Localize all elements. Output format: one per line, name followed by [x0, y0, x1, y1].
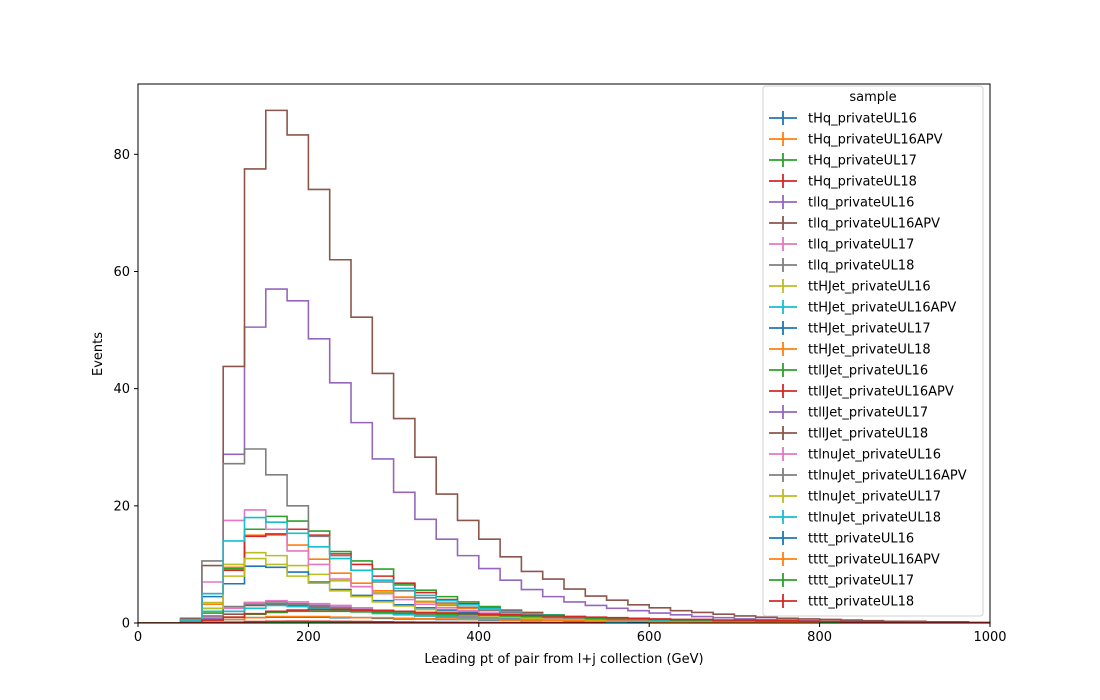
legend-label: ttHJet_privateUL16: [808, 280, 931, 295]
legend-item: tttt_privateUL17: [769, 573, 914, 589]
y-tick-label: 20: [113, 499, 130, 514]
legend-item: ttHJet_privateUL18: [769, 342, 931, 358]
y-axis-label: Events: [91, 332, 106, 376]
x-tick-label: 400: [466, 630, 491, 645]
legend-label: tHq_privateUL17: [808, 154, 917, 169]
legend-item: tttt_privateUL16: [769, 531, 914, 547]
legend-label: ttllJet_privateUL16: [808, 364, 928, 379]
legend-label: tllq_privateUL16APV: [808, 217, 940, 232]
legend-label: tllq_privateUL16: [808, 196, 914, 211]
legend-label: ttHJet_privateUL17: [808, 322, 931, 337]
series-line-ttllJet_privateUL18: [138, 109, 990, 623]
legend-item: tllq_privateUL16: [769, 195, 914, 211]
x-axis-label: Leading pt of pair from l+j collection (…: [424, 652, 703, 667]
legend-item: tllq_privateUL18: [769, 258, 914, 274]
y-tick-label: 60: [113, 265, 130, 280]
legend-item: ttHJet_privateUL16APV: [769, 300, 956, 316]
legend-item: tHq_privateUL16APV: [769, 132, 943, 148]
series-line-tttt_privateUL18: [138, 608, 990, 623]
legend-item: tttt_privateUL18: [769, 594, 914, 610]
legend-item: ttllJet_privateUL16APV: [769, 384, 954, 400]
legend-box: [762, 85, 984, 617]
legend-label: tttt_privateUL16: [808, 532, 914, 547]
legend-item: ttllJet_privateUL18: [769, 426, 928, 442]
legend-item: ttlnuJet_privateUL18: [769, 510, 941, 526]
x-tick-label: 800: [807, 630, 832, 645]
legend-item: tHq_privateUL16: [769, 111, 917, 127]
legend-label: tttt_privateUL18: [808, 595, 914, 610]
legend-item: ttHJet_privateUL16: [769, 279, 931, 295]
legend-items: tHq_privateUL16 tHq_privateUL16APV tHq_pri…: [769, 111, 967, 610]
legend-item: ttHJet_privateUL17: [769, 321, 931, 337]
legend-label: ttllJet_privateUL17: [808, 406, 928, 421]
legend-item: ttlnuJet_privateUL16APV: [769, 468, 967, 484]
legend-label: ttlnuJet_privateUL16APV: [808, 469, 967, 484]
legend-item: ttllJet_privateUL16: [769, 363, 928, 379]
legend-title: sample: [849, 90, 896, 105]
legend-item: tHq_privateUL17: [769, 153, 917, 169]
y-tick-label: 40: [113, 382, 130, 397]
legend-label: tllq_privateUL17: [808, 238, 914, 253]
legend-label: ttlnuJet_privateUL18: [808, 511, 941, 526]
legend-label: ttllJet_privateUL16APV: [808, 385, 954, 400]
y-tick-label: 80: [113, 148, 130, 163]
legend-label: tHq_privateUL16APV: [808, 133, 943, 148]
legend-label: tHq_privateUL16: [808, 112, 917, 127]
legend-item: ttlnuJet_privateUL17: [769, 489, 941, 505]
x-tick-label: 0: [134, 630, 142, 645]
axes: 0 200 400 600 800 1000 0 20 40 60 80: [113, 83, 1007, 645]
legend-label: tttt_privateUL16APV: [808, 553, 940, 568]
legend-item: ttlnuJet_privateUL16: [769, 447, 941, 463]
legend-item: tllq_privateUL17: [769, 237, 914, 253]
legend-label: ttlnuJet_privateUL17: [808, 490, 941, 505]
y-tick-label: 0: [122, 617, 130, 632]
x-tick-label: 1000: [973, 630, 1006, 645]
legend-label: tttt_privateUL17: [808, 574, 914, 589]
legend-label: ttHJet_privateUL18: [808, 343, 931, 358]
legend-label: tllq_privateUL18: [808, 259, 914, 274]
axes-frame: [137, 83, 991, 624]
legend-item: tHq_privateUL18: [769, 174, 917, 190]
legend-label: ttHJet_privateUL16APV: [808, 301, 956, 316]
legend-item: tttt_privateUL16APV: [769, 552, 940, 568]
legend-label: ttllJet_privateUL18: [808, 427, 928, 442]
legend-label: tHq_privateUL18: [808, 175, 917, 190]
legend-label: ttlnuJet_privateUL16: [808, 448, 941, 463]
legend-item: tllq_privateUL16APV: [769, 216, 940, 232]
x-tick-label: 200: [296, 630, 321, 645]
x-tick-label: 600: [637, 630, 662, 645]
legend: sample tHq_privateUL16 tHq_privateUL16APV…: [762, 85, 984, 617]
legend-item: ttllJet_privateUL17: [769, 405, 928, 421]
